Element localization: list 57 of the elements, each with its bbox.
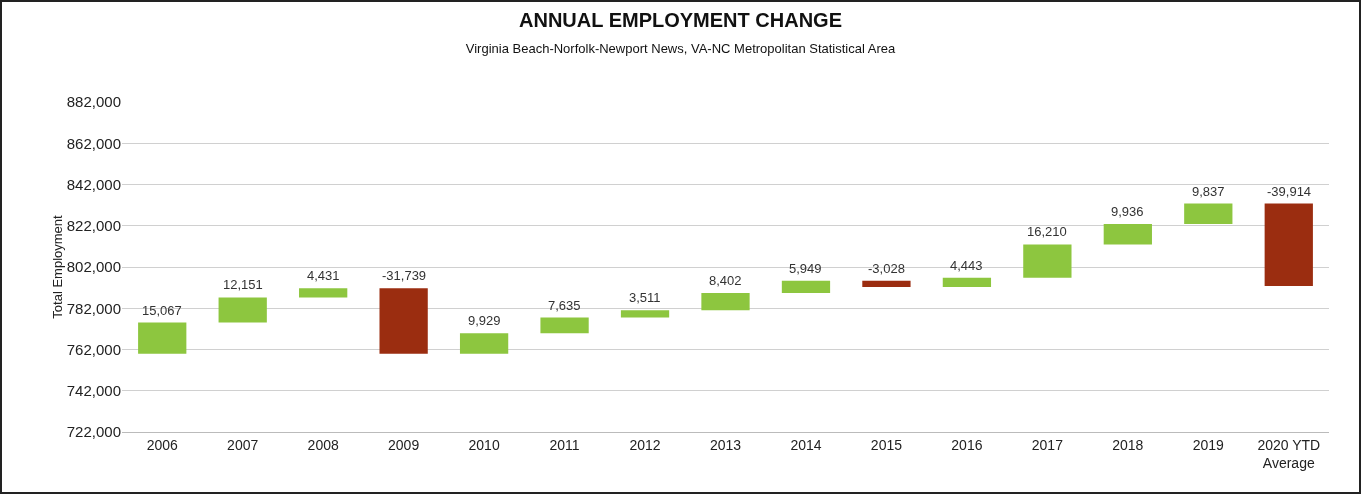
x-tick-label: 2016 xyxy=(951,436,983,453)
bar xyxy=(620,310,670,318)
x-tick-label: 2012 xyxy=(629,436,661,453)
x-tick-label: 2017 xyxy=(1031,436,1064,453)
bar xyxy=(379,288,428,354)
chart-title: ANNUAL EMPLOYMENT CHANGE xyxy=(519,8,842,31)
data-label: 7,635 xyxy=(548,298,581,313)
data-label: 5,949 xyxy=(789,261,822,276)
data-label: 4,443 xyxy=(950,258,983,273)
bar xyxy=(781,280,831,294)
x-tick-label: 2006 xyxy=(146,436,179,453)
data-label: 9,936 xyxy=(1111,204,1144,219)
data-label: -39,914 xyxy=(1267,184,1312,199)
data-label: 12,151 xyxy=(223,277,263,292)
x-tick-label: 2010 xyxy=(468,436,500,453)
y-tick-label: 742,000 xyxy=(66,382,121,399)
x-tick-label: 2015 xyxy=(870,436,903,453)
data-label: 9,929 xyxy=(468,313,501,328)
y-tick-label: 882,000 xyxy=(66,93,121,111)
data-label: 16,210 xyxy=(1027,224,1067,239)
bar xyxy=(701,293,750,311)
x-tick-label: 2020 YTD Average xyxy=(1257,436,1321,471)
y-tick-label: 762,000 xyxy=(66,340,121,358)
x-tick-label: 2013 xyxy=(709,436,742,453)
data-label: 4,431 xyxy=(307,268,340,283)
x-tick-label: 2011 xyxy=(549,436,580,453)
y-tick-label: 822,000 xyxy=(66,217,121,234)
bar xyxy=(459,333,509,354)
x-tick-label: 2014 xyxy=(790,436,822,453)
y-axis-title: Total Employment xyxy=(49,214,65,319)
bar xyxy=(1103,223,1152,245)
bar xyxy=(540,317,589,334)
bar xyxy=(138,322,187,354)
bar xyxy=(1023,244,1072,278)
x-tick-label: 2009 xyxy=(388,436,420,453)
data-label: 15,067 xyxy=(142,303,182,318)
data-label: -3,028 xyxy=(868,261,905,276)
bar xyxy=(942,277,992,287)
y-tick-label: 802,000 xyxy=(66,258,121,276)
bar xyxy=(218,297,267,323)
y-tick-label: 862,000 xyxy=(66,134,121,152)
data-label: -31,739 xyxy=(382,268,427,283)
data-label: 3,511 xyxy=(629,290,661,305)
bar xyxy=(299,288,348,298)
chart-subtitle: Virginia Beach-Norfolk-Newport News, VA-NC Metropolitan Statistical Area xyxy=(465,40,896,56)
x-tick-label: 2008 xyxy=(307,436,339,453)
y-tick-label: 722,000 xyxy=(66,423,121,441)
data-label: 8,402 xyxy=(709,273,742,288)
x-tick-label: 2018 xyxy=(1112,436,1144,453)
data-label: 9,837 xyxy=(1192,184,1225,199)
y-tick-label: 782,000 xyxy=(66,299,121,317)
bar xyxy=(862,280,911,287)
x-tick-label: 2019 xyxy=(1192,436,1225,453)
y-tick-label: 842,000 xyxy=(66,175,121,193)
bar xyxy=(1264,203,1313,286)
x-tick-label: 2007 xyxy=(227,436,259,453)
bar xyxy=(1184,203,1233,224)
